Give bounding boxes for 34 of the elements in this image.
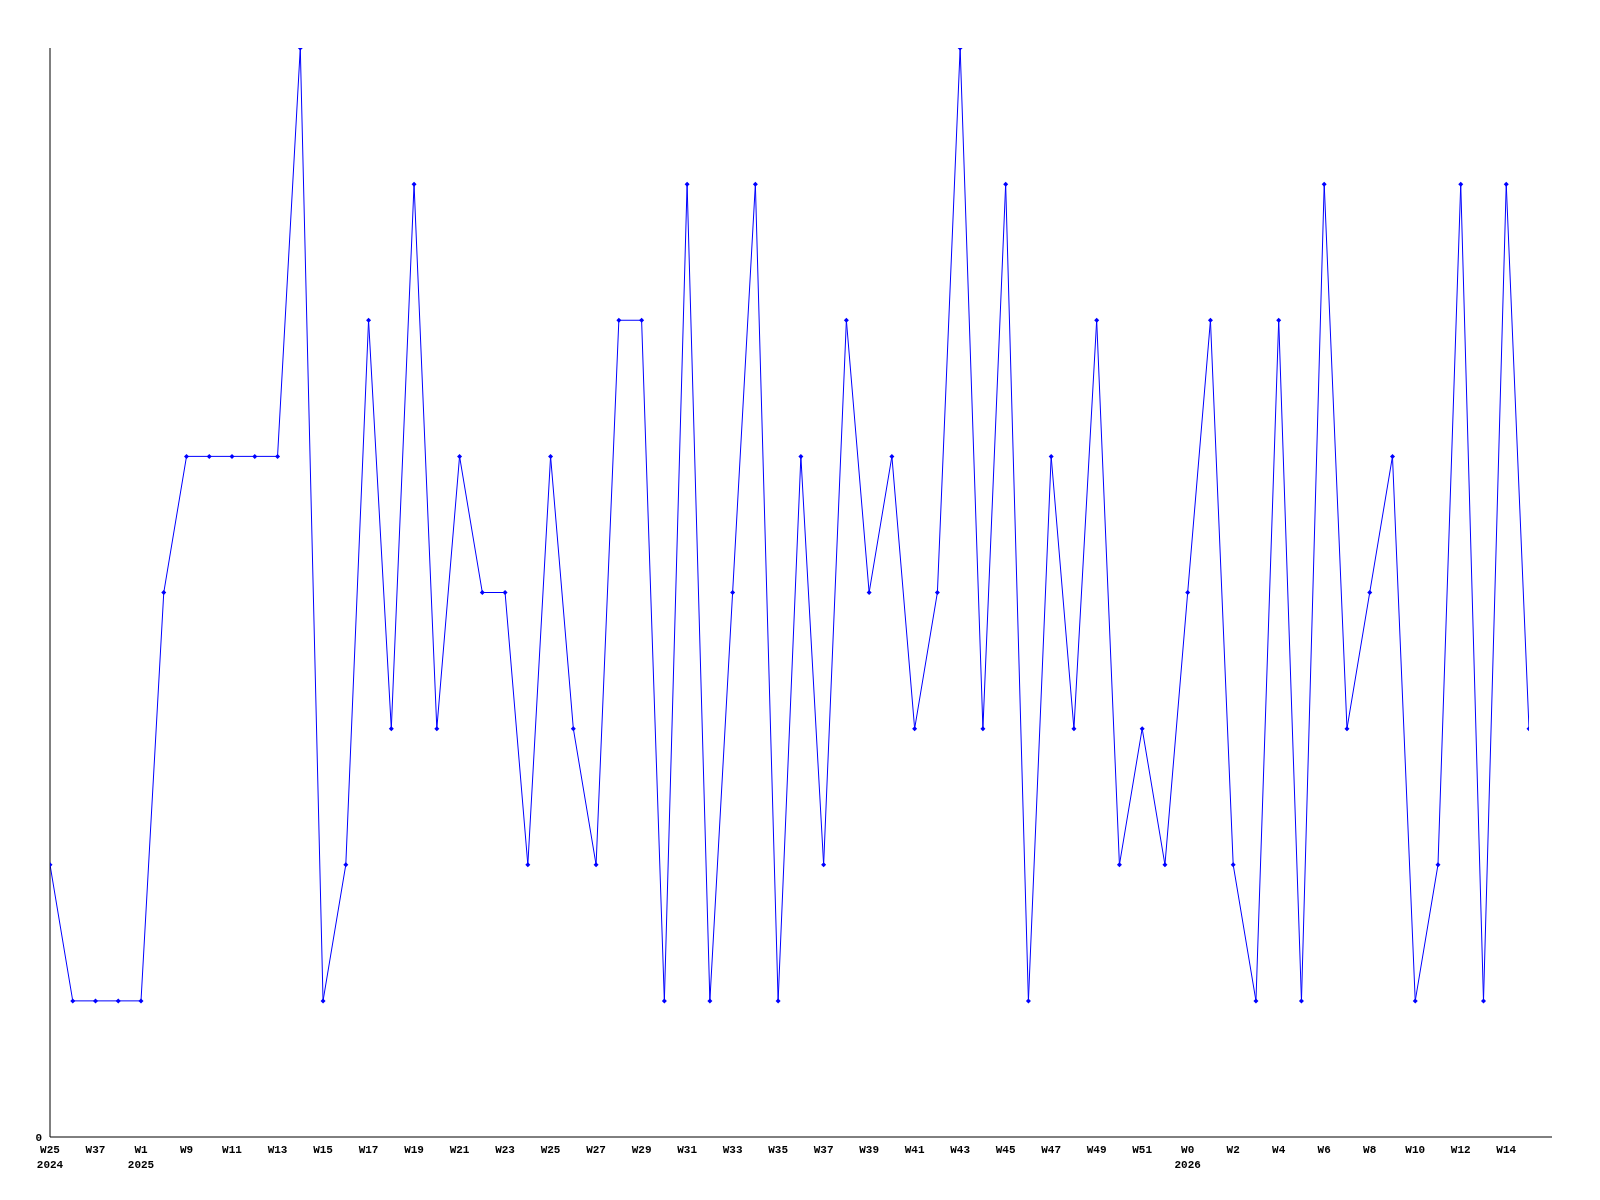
x-tick-label: W39 xyxy=(859,1144,880,1156)
x-tick-label: W47 xyxy=(1041,1144,1062,1156)
x-tick-label: W35 xyxy=(768,1144,789,1156)
x-tick-label: W25 xyxy=(540,1144,561,1156)
x-tick-label: W27 xyxy=(586,1144,606,1156)
x-tick-label: W9 xyxy=(179,1144,194,1156)
x-tick-label: W1 2025 xyxy=(127,1144,155,1171)
x-tick-label: W41 xyxy=(904,1144,925,1156)
text: 0 xyxy=(35,1131,42,1144)
x-tick-label: W49 xyxy=(1086,1144,1107,1156)
x-tick-label: W4 xyxy=(1272,1144,1286,1156)
x-tick-label: W23 xyxy=(495,1144,516,1156)
x-tick-label: W19 xyxy=(404,1144,424,1156)
x-tick-label: W17 xyxy=(358,1144,379,1156)
x-tick-label: W33 xyxy=(722,1144,743,1156)
x-tick-label: W10 xyxy=(1405,1144,1426,1156)
x-tick-label: W2 xyxy=(1226,1144,1240,1156)
x-tick-label: W21 xyxy=(449,1144,470,1156)
x-tick-label: W6 xyxy=(1317,1144,1331,1156)
x-tick-label: W45 xyxy=(995,1144,1016,1156)
x-tick-label: W25 2024 xyxy=(36,1144,64,1171)
x-tick-label: W13 xyxy=(267,1144,288,1156)
x-tick-label: W0 2026 xyxy=(1174,1144,1201,1171)
x-tick-label: W51 xyxy=(1132,1144,1153,1156)
x-tick-label: W29 xyxy=(631,1144,652,1156)
x-tick-label: W43 xyxy=(950,1144,971,1156)
x-tick-label: W37 xyxy=(813,1144,834,1156)
x-tick-label: W8 xyxy=(1363,1144,1377,1156)
x-tick-label: W15 xyxy=(313,1144,334,1156)
x-tick-label: W12 xyxy=(1450,1144,1471,1156)
x-tick-label: W37 xyxy=(85,1144,106,1156)
x-tick-label: W31 xyxy=(677,1144,698,1156)
x-tick-label: W14 xyxy=(1496,1144,1517,1156)
x-tick-label: W11 xyxy=(222,1144,243,1156)
